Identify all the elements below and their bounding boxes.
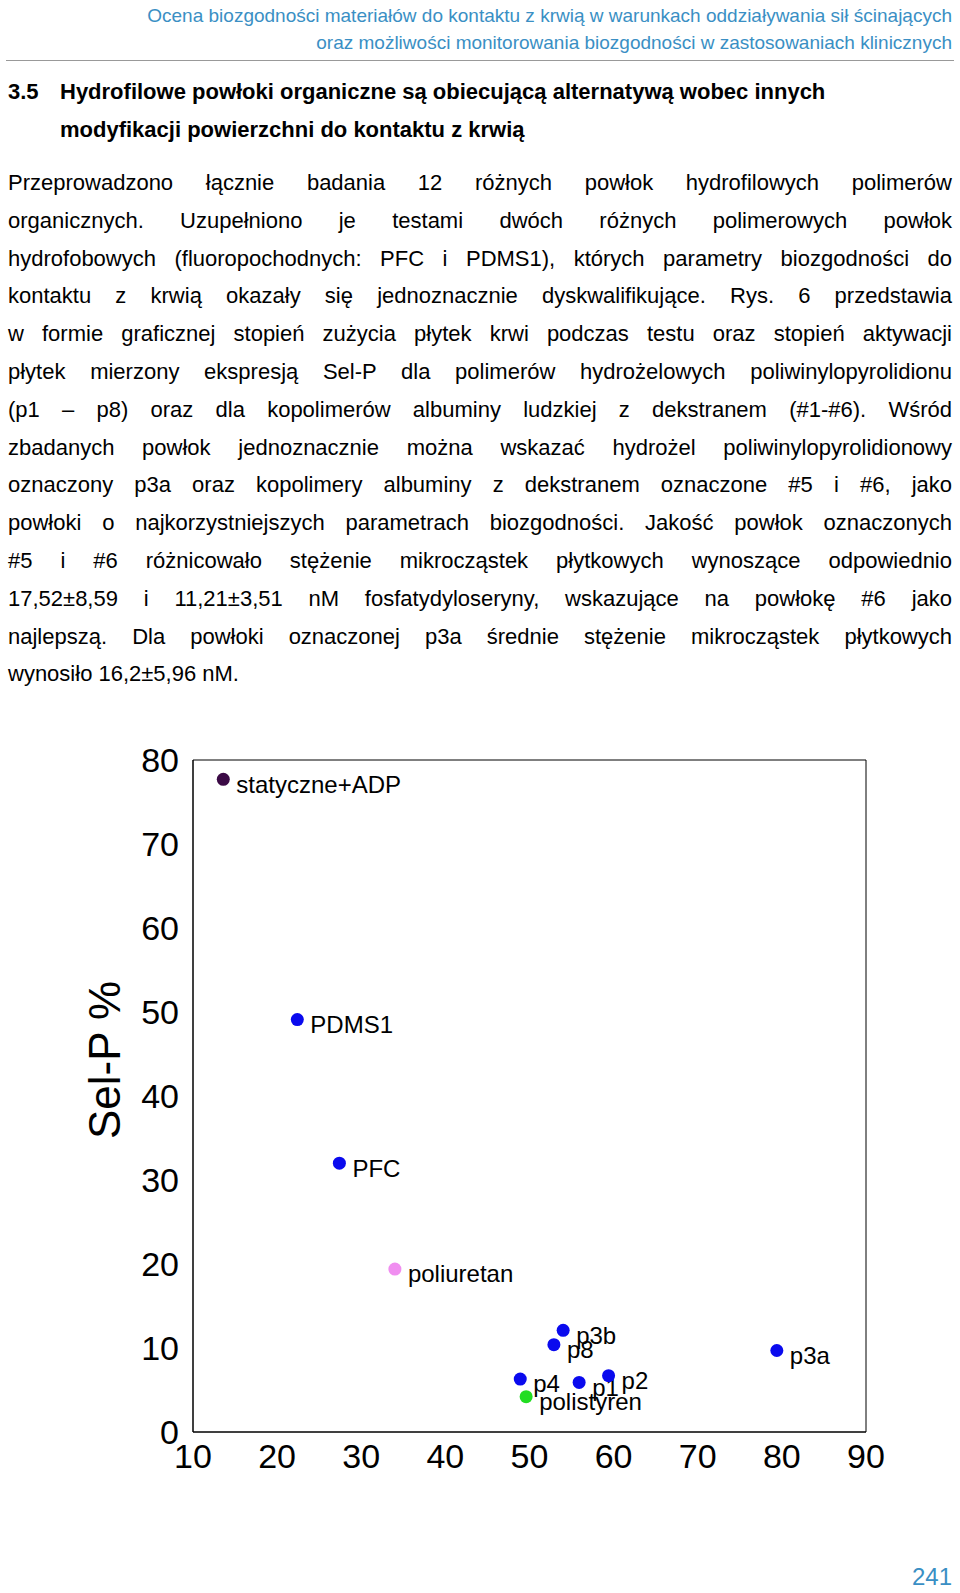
svg-text:30: 30 [342,1437,380,1475]
html-text:3.5: 3.5 [8,79,39,104]
svg-text:80: 80 [763,1437,801,1475]
html-text:kontaktu z krwią okazały się j: kontaktu z krwią okazały się jednoznaczn… [8,283,952,309]
html-text:w formie graficznej stopień zu: w formie graficznej stopień zużycia płyt… [8,321,952,347]
html-text:modyfikacji powierzchni do kon: modyfikacji powierzchni do kontaktu z kr… [60,117,525,142]
svg-text:p3b: p3b [576,1321,617,1349]
html-text:Hydrofilowe powłoki organiczne: Hydrofilowe powłoki organiczne są obiecu… [60,79,826,104]
svg-text:p3a: p3a [790,1342,831,1369]
html-text:organicznych. Uzupełniono je t: organicznych. Uzupełniono je testami dwó… [8,207,952,233]
html-text:płytek mierzony ekspresją Sel-: płytek mierzony ekspresją Sel-P dla poli… [8,359,952,384]
svg-text:40: 40 [426,1437,464,1475]
html-text:241: 241 [912,1563,952,1590]
svg-text:PDMS1: PDMS1 [310,1011,393,1038]
svg-text:polistyren: polistyren [539,1388,642,1416]
svg-text:70: 70 [679,1437,717,1475]
svg-text:70: 70 [141,825,179,863]
svg-text:20: 20 [258,1437,296,1475]
html-text:powłoki o najkorzystniejszych: powłoki o najkorzystniejszych parametrac… [8,510,952,536]
svg-text:p2: p2 [622,1367,649,1394]
svg-text:60: 60 [595,1437,633,1475]
html-text:17,52±8,59 i 11,21±3,51 nM fos: 17,52±8,59 i 11,21±3,51 nM fosfatydylose… [8,585,952,611]
html-text:Ocena biozgodności materiałów: Ocena biozgodności materiałów do kontakt… [147,5,952,26]
html-text:oznaczony p3a oraz kopolimery: oznaczony p3a oraz kopolimery albuminy z… [8,472,952,498]
svg-text:90: 90 [847,1437,885,1475]
svg-text:30: 30 [141,1161,179,1199]
svg-text:p1: p1 [592,1373,619,1401]
html-text:Sel-P %: Sel-P % [80,980,129,1140]
svg-text:PFC: PFC [352,1155,400,1182]
svg-text:statyczne+ADP: statyczne+ADP [236,771,401,798]
svg-text:80: 80 [141,741,179,779]
svg-text:50: 50 [141,993,179,1031]
svg-text:20: 20 [141,1245,179,1283]
svg-text:50: 50 [511,1437,549,1475]
html-text:zbadanych powłok jednoznacznie: zbadanych powłok jednoznacznie można wsk… [8,434,952,460]
svg-text:p8: p8 [567,1336,594,1363]
svg-text:60: 60 [141,909,179,947]
svg-text:40: 40 [141,1077,179,1115]
svg-text:0: 0 [160,1413,179,1451]
html-text:Przeprowadzono łącznie badania: Przeprowadzono łącznie badania 12 różnyc… [8,170,952,195]
html-text:najlepszą. Dla powłoki oznaczo: najlepszą. Dla powłoki oznaczonej p3a śr… [8,623,952,649]
svg-text:10: 10 [141,1329,179,1367]
html-text:#5 i #6 różnicowało stężenie m: #5 i #6 różnicowało stężenie mikrocząste… [8,548,952,573]
html-text:hydrofobowych (fluoropochodnyc: hydrofobowych (fluoropochodnych: PFC i P… [8,245,952,271]
html-text:wynosiło 16,2±5,96 nM.: wynosiło 16,2±5,96 nM. [8,661,239,687]
html-text:(p1 – p8) oraz dla kopolimerów: (p1 – p8) oraz dla kopolimerów albuminy … [8,396,952,422]
svg-text:p4: p4 [533,1370,560,1398]
svg-text:10: 10 [174,1437,212,1475]
html-text:oraz możliwości monitorowania: oraz możliwości monitorowania biozgodnoś… [316,32,952,53]
svg-text:poliuretan: poliuretan [408,1260,513,1287]
